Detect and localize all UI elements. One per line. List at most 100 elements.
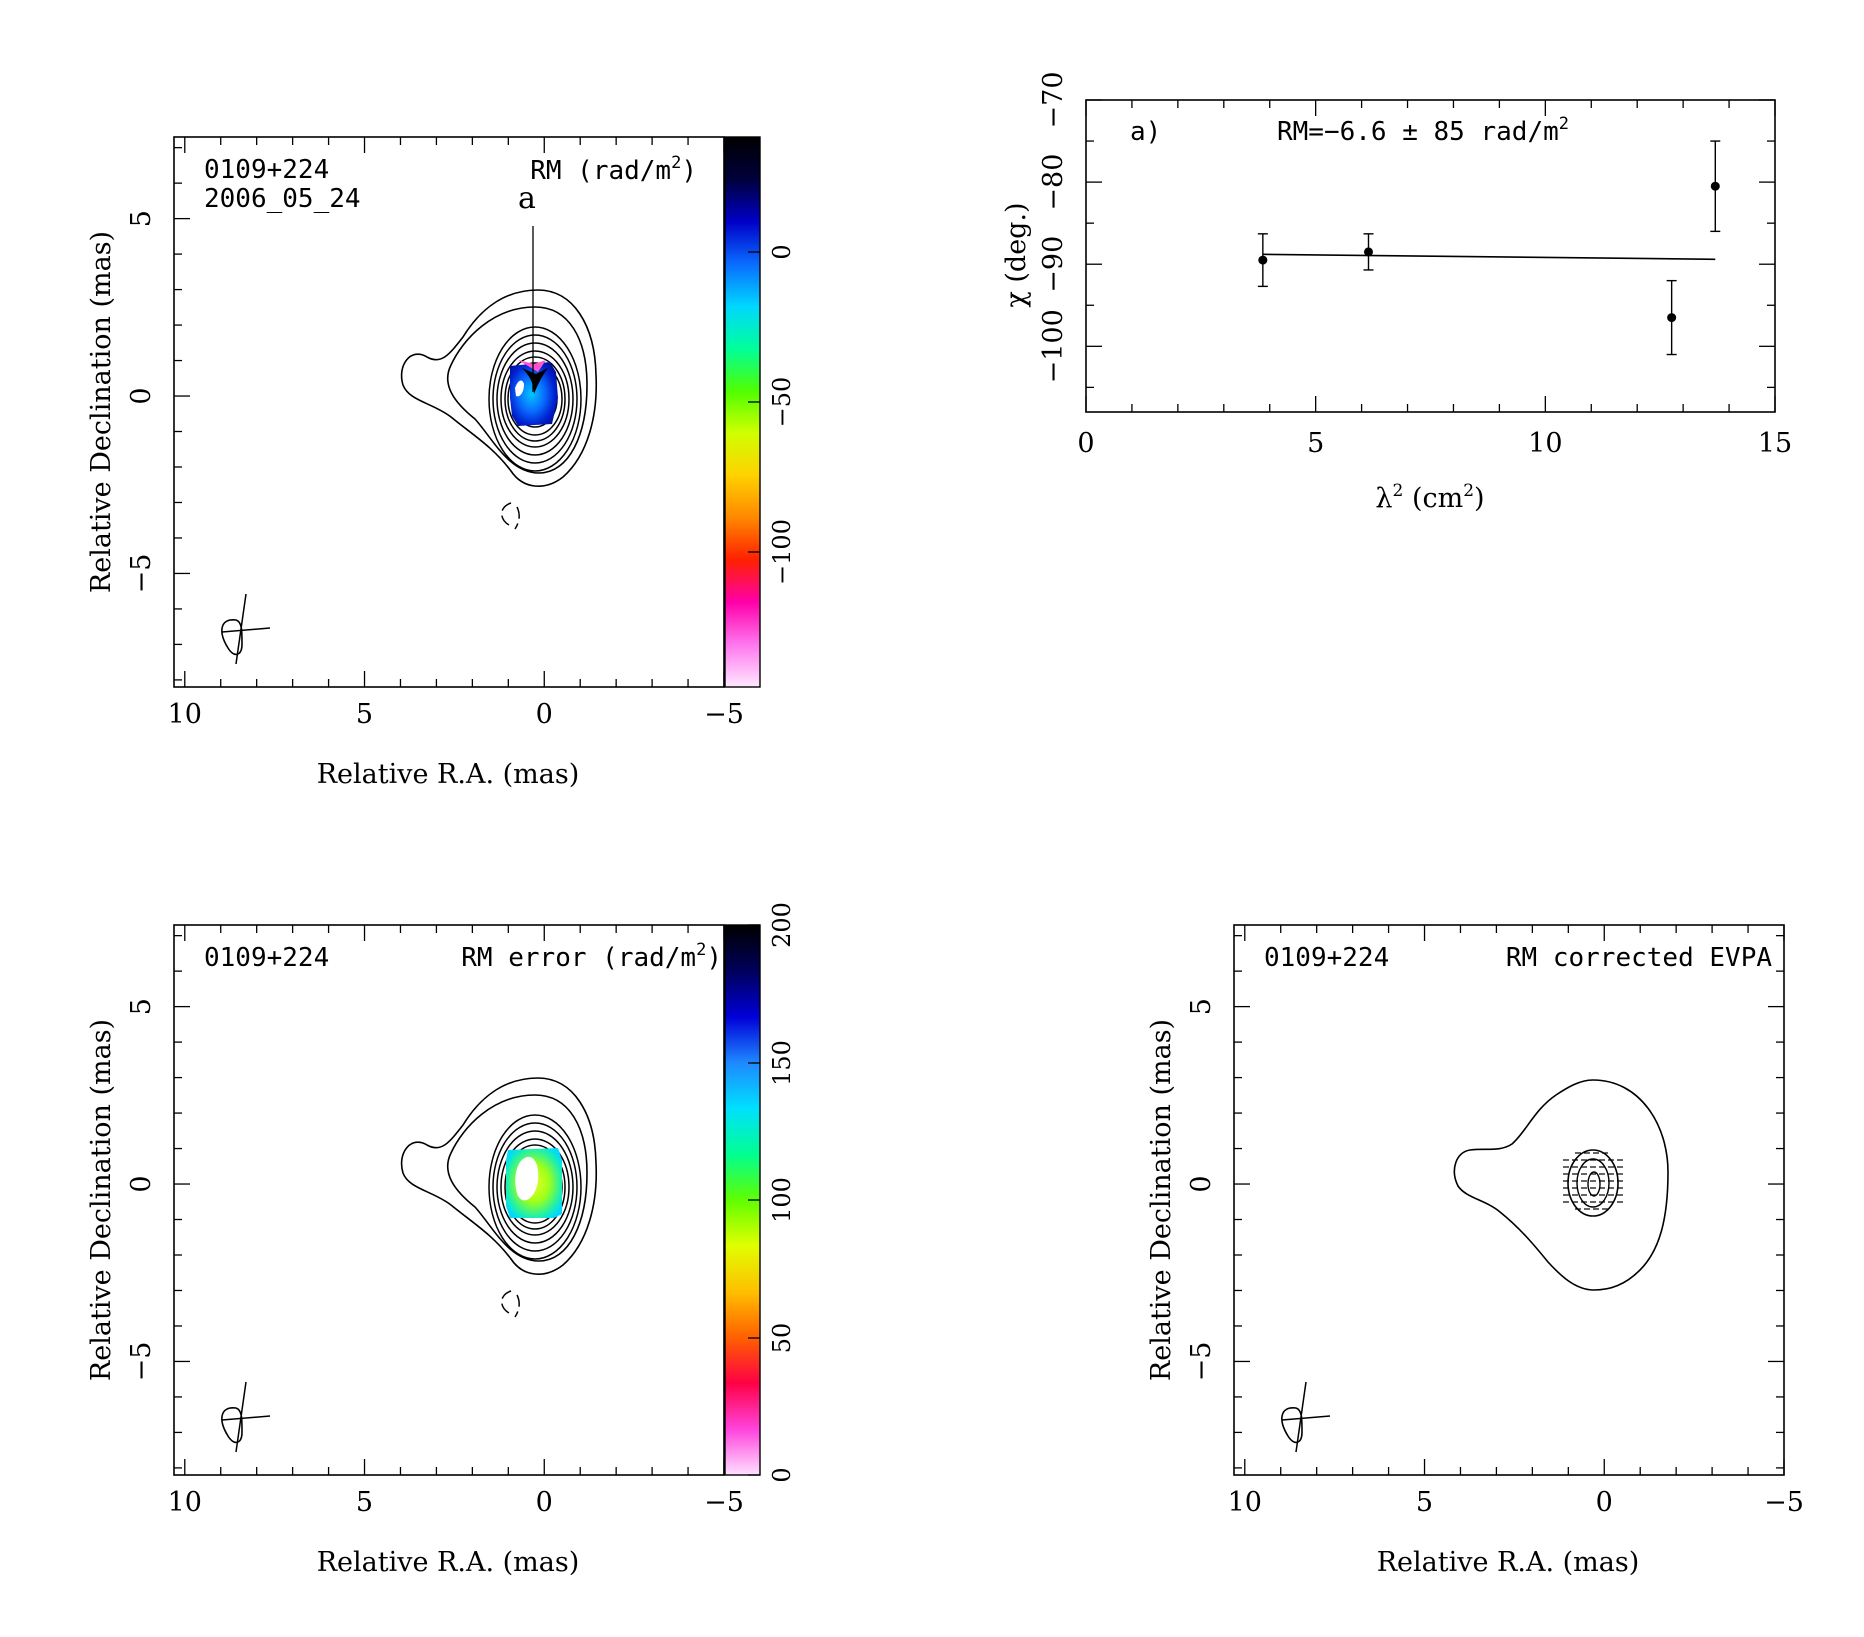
rm-fit-xlabel-sup2: 2: [1463, 481, 1474, 501]
beam-major-axis: [235, 1381, 247, 1453]
data-point: [1710, 181, 1720, 191]
beam-minor-axis: [221, 627, 271, 633]
evpa-map-contours: [1453, 1079, 1669, 1291]
evpa-map-ylabel: Relative Declination (mas): [1146, 1019, 1177, 1381]
rm-error-map-color-blob: [506, 1148, 562, 1218]
rm-error-map-title-text: RM error (rad/m: [461, 943, 696, 973]
beam-ellipse: [1281, 1407, 1303, 1444]
colorbar-tick-label: 50: [768, 1323, 796, 1354]
rm-colorbar-ticks: 0 −50 −100: [748, 244, 796, 585]
evpa-map-outer-contour: [1453, 1079, 1669, 1291]
evpa-map-frame: [1233, 924, 1785, 1476]
rm-map-source-name: 0109+224: [204, 155, 329, 185]
rm-fit-xlabel-sup: 2: [1393, 481, 1404, 501]
rm-error-map-ylabel: Relative Declination (mas): [86, 1019, 117, 1381]
rm-fit-data: [1257, 140, 1721, 356]
x-tick-label: 5: [356, 699, 373, 730]
colorbar-tick-label: −50: [768, 377, 796, 428]
contour-inner: [507, 362, 563, 436]
rm-error-map-title-end: ): [706, 943, 722, 973]
beam-major-axis: [235, 593, 247, 665]
evpa-map-core-contour-2: [1576, 1158, 1610, 1208]
rm-map-frame: [173, 136, 725, 688]
fit-x-tick-label: 5: [1307, 428, 1324, 459]
rm-map-beam: [221, 593, 271, 665]
contour-outer: [400, 289, 598, 487]
rm-error-map-y-ticklabels: 5 0 −5: [126, 998, 157, 1381]
evpa-map-title: RM corrected EVPA: [1506, 943, 1772, 973]
rm-fit-xlabel-unit: (cm: [1403, 483, 1463, 514]
rm-fit-xlabel: λ2 (cm2): [1375, 481, 1484, 514]
y-tick-label: 0: [126, 387, 157, 404]
rm-error-map-xlabel: Relative R.A. (mas): [317, 1547, 580, 1578]
beam-ellipse: [221, 1407, 243, 1444]
y-tick-label: −5: [126, 554, 157, 594]
rm-map-vector-marker: [522, 368, 548, 394]
rm-map-ticks: [174, 137, 725, 687]
rm-map-title-text: RM (rad/m: [530, 156, 671, 186]
fit-x-tick-label: 10: [1528, 428, 1562, 459]
rm-fit-result-sup: 2: [1559, 114, 1569, 134]
contour-negative: [501, 502, 520, 530]
fit-y-tick-label: −80: [1038, 154, 1069, 211]
rm-map-y-ticklabels: 5 0 −5: [126, 210, 157, 593]
fit-y-tick-label: −90: [1038, 236, 1069, 293]
contour-inner: [496, 1130, 574, 1244]
rm-map-color-blob: [510, 360, 558, 426]
evpa-map-x-ticklabels: 10 5 0 −5: [1228, 1487, 1804, 1518]
rm-map-title: RM (rad/m2): [530, 153, 697, 186]
y-tick-label: 0: [1186, 1175, 1217, 1192]
fit-x-tick-label: 0: [1077, 428, 1094, 459]
evpa-map-xlabel: Relative R.A. (mas): [1377, 1547, 1640, 1578]
x-tick-label: −5: [704, 699, 744, 730]
x-tick-label: 0: [536, 699, 553, 730]
rm-map-marker-label: a: [518, 181, 536, 216]
rm-map-x-ticklabels: 10 5 0 −5: [168, 699, 744, 730]
rm-error-map-panel: 0109+224 RM error (rad/m2) 050100150200 …: [86, 902, 796, 1578]
contour-outer: [400, 1077, 598, 1275]
y-tick-label: 0: [126, 1175, 157, 1192]
rm-error-map-title: RM error (rad/m2): [461, 940, 722, 973]
rm-fit-panel-tag: a): [1130, 117, 1161, 147]
y-tick-label: 5: [126, 210, 157, 227]
rm-error-map-x-ticklabels: 10 5 0 −5: [168, 1487, 744, 1518]
evpa-vectors: [1563, 1152, 1623, 1210]
y-tick-label: 5: [126, 998, 157, 1015]
contour-inner: [488, 326, 582, 472]
data-point: [1258, 255, 1268, 265]
beam-minor-axis: [1281, 1415, 1331, 1421]
colorbar-tick-label: 0: [768, 244, 796, 259]
rm-error-colorbar-ticks: 0 50 100 150 200: [748, 902, 796, 1483]
y-tick-label: −5: [126, 1342, 157, 1382]
x-tick-label: −5: [704, 1487, 744, 1518]
rm-error-map-frame: [173, 924, 725, 1476]
x-tick-label: 0: [536, 1487, 553, 1518]
x-tick-label: 5: [356, 1487, 373, 1518]
rm-map-ylabel: Relative Declination (mas): [86, 231, 117, 593]
contour-inner: [500, 1138, 570, 1236]
evpa-map-ticks: [1234, 925, 1785, 1475]
rm-map-pixels-edge: [518, 360, 546, 372]
rm-error-map-title-sup: 2: [696, 940, 706, 960]
beam-ellipse: [221, 619, 243, 656]
colorbar-tick-label: 100: [768, 1177, 796, 1223]
colorbar-tick-label: −100: [768, 519, 796, 585]
x-tick-label: −5: [1764, 1487, 1804, 1518]
rm-error-map-contours: [400, 1077, 598, 1318]
evpa-map-core-contour: [1567, 1149, 1619, 1217]
rm-error-map-beam: [221, 1381, 271, 1453]
rm-map-xlabel: Relative R.A. (mas): [317, 759, 580, 790]
rm-map-contours: [400, 289, 598, 530]
rm-map-title-end: ): [681, 156, 697, 186]
evpa-map-beam: [1281, 1381, 1331, 1453]
rm-map-title-sup: 2: [671, 153, 681, 173]
rm-fit-result: RM=−6.6 ± 85 rad/m2: [1277, 114, 1569, 147]
x-tick-label: 10: [1228, 1487, 1262, 1518]
rm-colorbar-scale: [724, 136, 761, 688]
colorbar-tick-label: 200: [768, 902, 796, 948]
data-point: [1667, 313, 1677, 323]
y-tick-label: 5: [1186, 998, 1217, 1015]
contour-inner: [504, 356, 566, 442]
rm-error-map-blank-pixels: [515, 1156, 539, 1201]
evpa-map-y-ticklabels: 5 0 −5: [1186, 998, 1217, 1381]
